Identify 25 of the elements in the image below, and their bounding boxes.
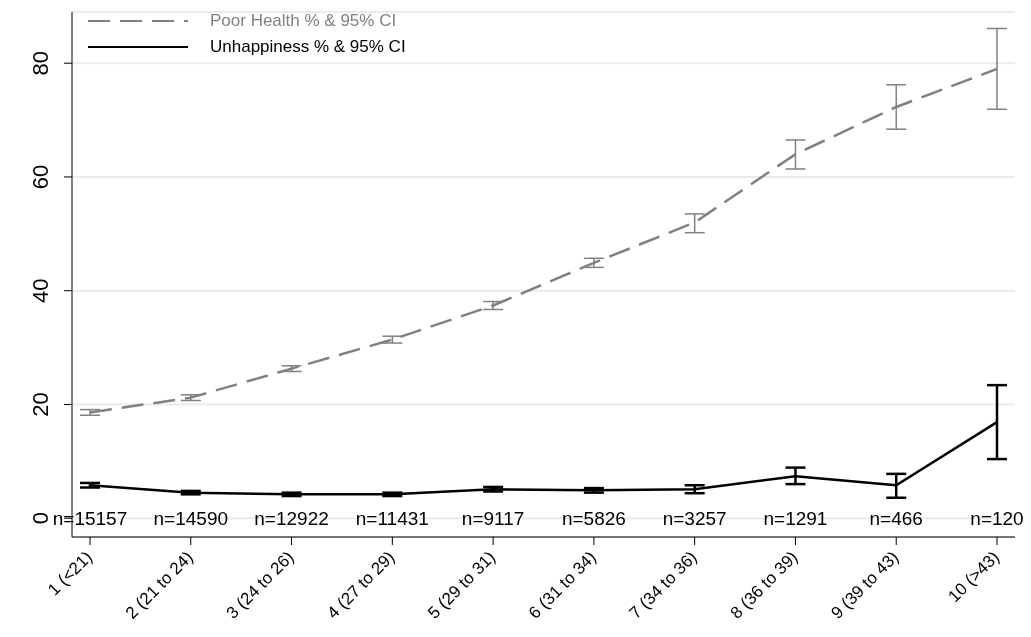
x-tick-label: 5 (29 to 31) <box>424 547 500 623</box>
annotation: n=12922 <box>254 507 329 529</box>
x-tick-label: 9 (39 to 43) <box>827 547 903 623</box>
annotation: n=466 <box>869 507 923 529</box>
y-tick-label: 0 <box>28 512 53 525</box>
annotation: n=1291 <box>763 507 828 529</box>
y-tick-label: 20 <box>28 392 53 417</box>
y-tick-label: 80 <box>28 50 53 76</box>
x-tick-label: 6 (31 to 34) <box>524 547 600 623</box>
annotation: n=9117 <box>461 507 525 529</box>
annotation: n=11431 <box>355 507 429 529</box>
annotation: n=3257 <box>662 507 727 529</box>
x-tick-label: 4 (27 to 29) <box>323 547 399 623</box>
annotation: n=14590 <box>153 507 229 529</box>
y-tick-label: 60 <box>28 164 53 190</box>
text: Unhappiness % & 95% CI <box>210 37 406 57</box>
x-tick-label: 8 (36 to 39) <box>726 547 802 623</box>
x-tick-label: 7 (34 to 36) <box>625 547 701 623</box>
y-tick-label: 40 <box>28 278 53 303</box>
annotation: n=5826 <box>561 507 626 529</box>
text: Poor Health % & 95% CI <box>210 11 397 31</box>
x-tick-label: 3 (24 to 26) <box>222 547 298 623</box>
annotation: n=120 <box>970 507 1024 529</box>
annotation: n=15157 <box>52 507 128 529</box>
x-tick-label: 2 (21 to 24) <box>121 547 197 623</box>
